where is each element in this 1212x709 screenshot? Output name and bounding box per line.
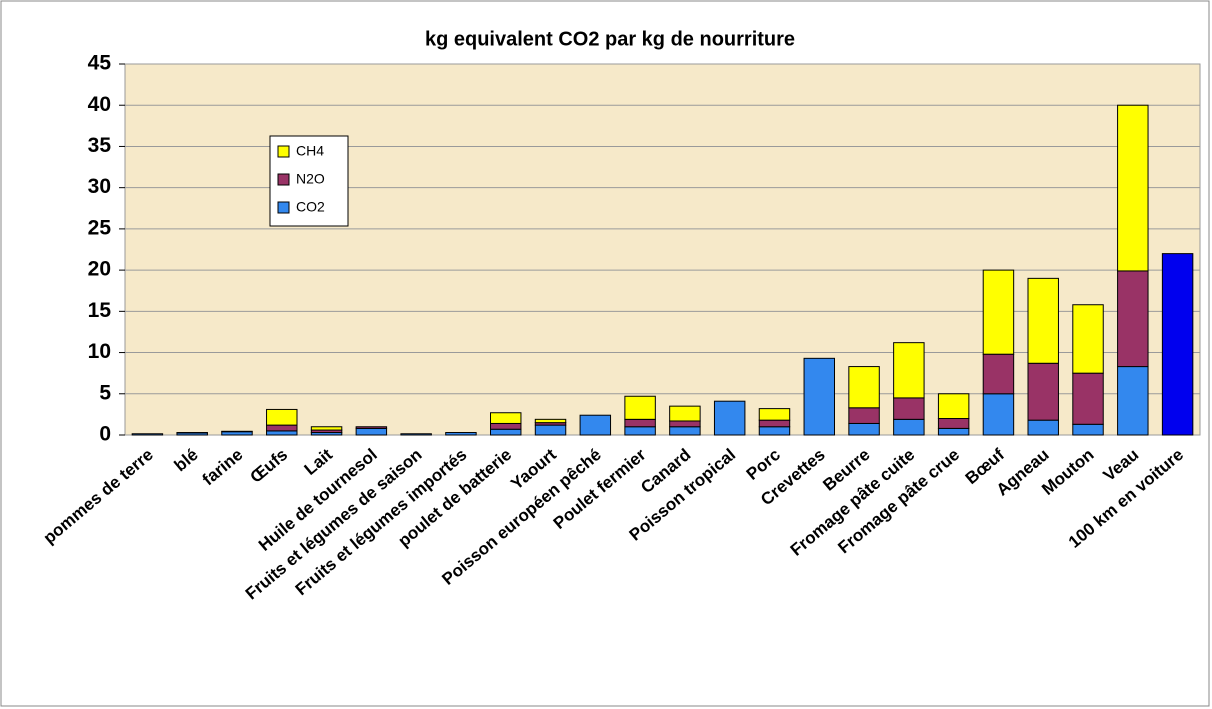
bar-segment bbox=[1072, 304, 1104, 374]
bar-segment bbox=[669, 420, 701, 428]
bar-segment bbox=[848, 422, 880, 436]
bar-segment bbox=[1161, 253, 1194, 436]
y-tick-label: 35 bbox=[88, 134, 112, 157]
bar-segment bbox=[937, 393, 970, 420]
legend-label: CO2 bbox=[296, 199, 325, 215]
y-tick-label: 20 bbox=[88, 258, 111, 281]
bar-segment bbox=[758, 408, 791, 421]
bar-segment bbox=[400, 433, 432, 436]
bar-segment bbox=[1027, 277, 1059, 364]
y-tick-label: 0 bbox=[99, 423, 111, 446]
bar-segment bbox=[982, 393, 1015, 436]
bar-segment bbox=[848, 366, 880, 409]
bar-segment bbox=[1117, 270, 1149, 368]
bar-segment bbox=[310, 426, 343, 431]
bar-segment bbox=[1072, 372, 1104, 425]
bar-segment bbox=[713, 400, 746, 436]
bar-segment bbox=[534, 424, 567, 436]
bar-segment bbox=[758, 419, 791, 428]
bar-segment bbox=[266, 430, 298, 436]
bar-segment bbox=[624, 418, 656, 428]
y-tick-label: 5 bbox=[99, 381, 111, 404]
legend-swatch bbox=[277, 201, 290, 214]
bar-segment bbox=[1072, 423, 1104, 436]
bar-segment bbox=[1117, 104, 1149, 272]
bar-segment bbox=[355, 426, 388, 429]
bar-segment bbox=[1027, 362, 1059, 421]
bar-segment bbox=[490, 412, 522, 424]
y-tick-label: 40 bbox=[88, 93, 111, 116]
bar-segment bbox=[937, 418, 970, 429]
bar-segment bbox=[982, 353, 1015, 395]
legend-swatch bbox=[277, 145, 290, 158]
y-tick-label: 30 bbox=[88, 175, 111, 198]
bar-segment bbox=[266, 408, 298, 426]
chart-title: kg equivalent CO2 par kg de nourriture bbox=[425, 28, 795, 50]
bar-segment bbox=[266, 424, 298, 432]
bar-segment bbox=[1117, 366, 1149, 436]
bar-segment bbox=[1027, 419, 1059, 436]
legend-label: N2O bbox=[296, 171, 325, 187]
bar-segment bbox=[355, 427, 388, 436]
bar-segment bbox=[893, 418, 925, 436]
bar-segment bbox=[893, 397, 925, 420]
bar-segment bbox=[445, 432, 477, 436]
bar-segment bbox=[579, 414, 612, 436]
bar-segment bbox=[490, 428, 522, 436]
bar-segment bbox=[937, 427, 970, 436]
y-tick-label: 45 bbox=[88, 52, 112, 75]
bar-segment bbox=[758, 426, 791, 436]
y-tick-label: 10 bbox=[88, 340, 111, 363]
bar-segment bbox=[893, 342, 925, 399]
bar-segment bbox=[490, 422, 522, 430]
bar-segment bbox=[624, 395, 656, 420]
bar-segment bbox=[131, 433, 164, 436]
y-tick-label: 15 bbox=[88, 299, 112, 322]
plot-area bbox=[124, 63, 1201, 436]
bar-segment bbox=[624, 426, 656, 436]
bar-segment bbox=[669, 405, 701, 422]
bar-segment bbox=[669, 426, 701, 436]
y-tick-label: 25 bbox=[88, 216, 112, 239]
bar-segment bbox=[982, 269, 1015, 355]
legend: CH4 N2O CO2 bbox=[269, 135, 349, 227]
bar-segment bbox=[534, 418, 567, 424]
legend-swatch bbox=[277, 173, 290, 186]
legend-label: CH4 bbox=[296, 143, 324, 159]
bar-segment bbox=[803, 357, 836, 436]
bar-segment bbox=[848, 407, 880, 424]
